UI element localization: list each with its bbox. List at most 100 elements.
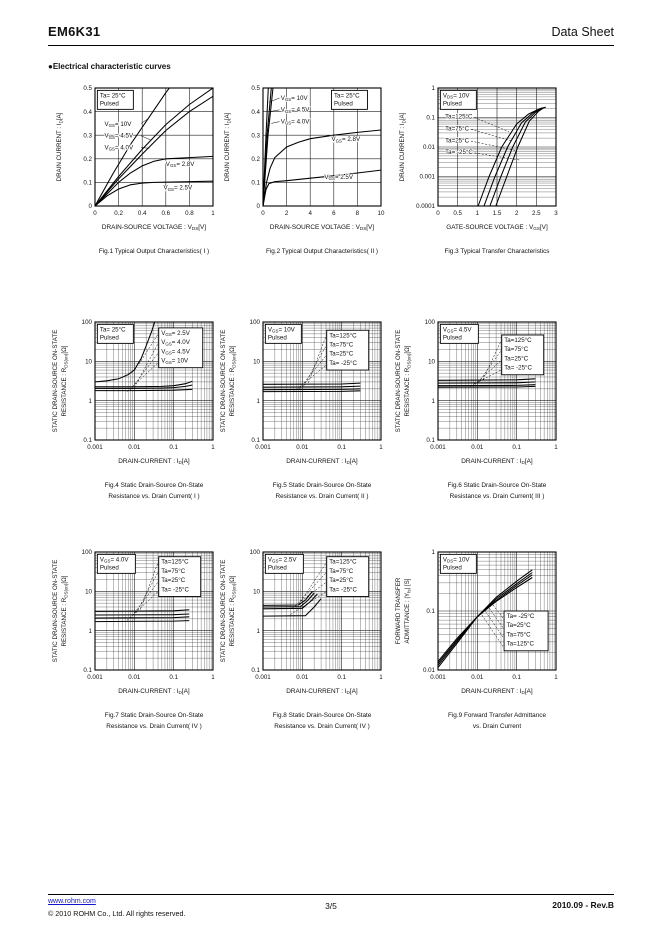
- svg-text:Ta=75°C: Ta=75°C: [329, 568, 354, 575]
- svg-text:Pulsed: Pulsed: [443, 564, 462, 571]
- svg-text:0.2: 0.2: [251, 156, 260, 163]
- svg-text:VGS= 4.0V: VGS= 4.0V: [161, 339, 191, 346]
- figure-caption: Fig.1 Typical Output Characteristics( I …: [98, 248, 210, 255]
- svg-text:Ta=75°C: Ta=75°C: [507, 631, 532, 638]
- svg-text:10: 10: [85, 589, 92, 596]
- svg-text:0.3: 0.3: [251, 132, 260, 139]
- svg-text:10: 10: [428, 359, 435, 366]
- svg-text:0.01: 0.01: [423, 667, 436, 674]
- chart-canvas-fig2: 0 2 4 6 8 10 0 0.1 0.2 0.3 0.4 0.5 DRAIN CURRENT : I…: [198, 82, 388, 220]
- svg-text:VGS= 4.5V: VGS= 4.5V: [281, 107, 311, 114]
- section-title: ●Electrical characteristic curves: [48, 62, 171, 71]
- svg-text:4: 4: [308, 210, 312, 217]
- chart-canvas-fig6: 0.001 0.01 0.1 1 0.1 1 10 100 STATIC DRAIN-SOURC…: [373, 316, 563, 454]
- svg-text:Ta=25°C: Ta=25°C: [161, 577, 186, 584]
- svg-text:RESISTANCE : RDS(on)[Ω]: RESISTANCE : RDS(on)[Ω]: [61, 345, 68, 416]
- svg-text:Ta=125°C: Ta=125°C: [507, 641, 535, 648]
- svg-text:1: 1: [432, 549, 436, 556]
- svg-text:0.3: 0.3: [83, 132, 92, 139]
- svg-text:10: 10: [253, 359, 260, 366]
- svg-text:Pulsed: Pulsed: [443, 100, 462, 107]
- svg-text:0.1: 0.1: [512, 444, 521, 451]
- svg-text:0.2: 0.2: [83, 156, 92, 163]
- figure-8: 0.001 0.01 0.1 1 0.1 1 10 100 STATIC DRAIN-SOURC…: [198, 546, 388, 736]
- svg-text:2: 2: [285, 210, 289, 217]
- svg-text:0.1: 0.1: [426, 437, 435, 444]
- chart-svg: 0.001 0.01 0.1 1 0.1 1 10 100 STATIC DRAIN-SOURC…: [220, 319, 383, 451]
- svg-text:0.1: 0.1: [426, 608, 435, 615]
- svg-text:FORWARD TRANSFER: FORWARD TRANSFER: [395, 577, 402, 644]
- svg-text:3: 3: [554, 210, 558, 217]
- svg-text:0.1: 0.1: [83, 437, 92, 444]
- copyright-text: © 2010 ROHM Co., Ltd. All rights reserve…: [48, 909, 186, 918]
- part-number: EM6K31: [48, 24, 101, 39]
- svg-text:10: 10: [85, 359, 92, 366]
- svg-text:VGS= 2.8V: VGS= 2.8V: [331, 136, 361, 143]
- svg-text:Ta=125°C: Ta=125°C: [504, 337, 532, 344]
- svg-text:0.001: 0.001: [255, 444, 271, 451]
- svg-text:0.5: 0.5: [251, 85, 260, 92]
- figure-caption: Fig.2 Typical Output Characteristics( II…: [265, 248, 379, 255]
- svg-text:Pulsed: Pulsed: [334, 100, 353, 107]
- svg-text:0.1: 0.1: [426, 115, 435, 122]
- x-axis-label: DRAIN-CURRENT : ID[A]: [461, 458, 533, 465]
- svg-text:VGS= 4.0V: VGS= 4.0V: [104, 144, 134, 151]
- figure-9: 0.001 0.01 0.1 1 0.01 0.1 1 FORWARD TRANSFER ADM…: [373, 546, 563, 736]
- x-axis-label: DRAIN-CURRENT : ID[A]: [286, 458, 358, 465]
- chart-canvas-fig8: 0.001 0.01 0.1 1 0.1 1 10 100 STATIC DRAIN-SOURC…: [198, 546, 388, 684]
- x-axis-label: DRAIN-CURRENT : ID[A]: [118, 688, 190, 695]
- svg-text:0.1: 0.1: [83, 180, 92, 187]
- figure-caption: Fig.4 Static Drain-Source On-State Resis…: [104, 482, 204, 500]
- svg-text:VGS= 4.0V: VGS= 4.0V: [281, 118, 311, 125]
- svg-text:Ta=125°C: Ta=125°C: [329, 559, 357, 566]
- chart-canvas-fig3: 0 0.5 1 1.5 2 2.5 3 0.0001 0.001 0.01 0.1 1 DRAIN CU…: [373, 82, 563, 220]
- chart-canvas-fig4: 0.001 0.01 0.1 1 0.1 1 10 100 STATIC DRAIN-SOURC…: [30, 316, 220, 454]
- svg-text:RESISTANCE : RDS(on)[Ω]: RESISTANCE : RDS(on)[Ω]: [229, 575, 236, 646]
- svg-text:Ta= 25°C: Ta= 25°C: [334, 92, 360, 99]
- chart-canvas-fig9: 0.001 0.01 0.1 1 0.01 0.1 1 FORWARD TRANSFER ADM…: [373, 546, 563, 684]
- svg-text:Ta= -25°C: Ta= -25°C: [329, 360, 357, 367]
- svg-text:Ta=25°C: Ta=25°C: [329, 577, 354, 584]
- svg-text:1: 1: [257, 398, 261, 405]
- svg-text:0.5: 0.5: [83, 85, 92, 92]
- svg-text:Ta=75°C: Ta=75°C: [445, 125, 470, 132]
- chart-svg: 0.001 0.01 0.1 1 0.1 1 10 100 STATIC DRAIN-SOURC…: [395, 319, 558, 451]
- svg-text:0.1: 0.1: [337, 444, 346, 451]
- svg-text:Ta= -25°C: Ta= -25°C: [161, 586, 189, 593]
- svg-text:VGS= 10V: VGS= 10V: [268, 326, 296, 333]
- svg-text:RESISTANCE : RDS(on)[Ω]: RESISTANCE : RDS(on)[Ω]: [61, 575, 68, 646]
- page-number: 3/5: [325, 901, 337, 911]
- svg-text:1.5: 1.5: [493, 210, 502, 217]
- svg-text:Ta= -25°C: Ta= -25°C: [504, 365, 532, 372]
- svg-text:1: 1: [432, 85, 436, 92]
- svg-text:RESISTANCE : RDS(on)[Ω]: RESISTANCE : RDS(on)[Ω]: [229, 345, 236, 416]
- svg-text:ADMITTANCE : |Yfs| [S]: ADMITTANCE : |Yfs| [S]: [404, 578, 411, 643]
- svg-text:1: 1: [379, 444, 383, 451]
- figure-6: 0.001 0.01 0.1 1 0.1 1 10 100 STATIC DRAIN-SOURC…: [373, 316, 563, 506]
- svg-text:0.01: 0.01: [471, 444, 484, 451]
- svg-text:0.1: 0.1: [83, 667, 92, 674]
- x-axis-label: DRAIN-CURRENT : ID[A]: [286, 688, 358, 695]
- svg-text:Pulsed: Pulsed: [100, 100, 119, 107]
- svg-text:0.01: 0.01: [128, 444, 141, 451]
- svg-text:VGS= 10V: VGS= 10V: [161, 358, 189, 365]
- svg-text:Ta=25°C: Ta=25°C: [329, 351, 354, 358]
- svg-text:Ta= -25°C: Ta= -25°C: [329, 586, 357, 593]
- svg-text:Ta= 25°C: Ta= 25°C: [100, 92, 126, 99]
- rohm-website-link[interactable]: www.rohm.com: [48, 898, 96, 905]
- svg-text:0.001: 0.001: [430, 444, 446, 451]
- svg-text:0.5: 0.5: [453, 210, 462, 217]
- svg-text:0.1: 0.1: [251, 180, 260, 187]
- svg-text:0.4: 0.4: [251, 109, 260, 116]
- svg-text:STATIC DRAIN-SOURCE ON-STATE: STATIC DRAIN-SOURCE ON-STATE: [220, 560, 227, 663]
- svg-text:10: 10: [253, 589, 260, 596]
- x-axis-label: DRAIN-SOURCE VOLTAGE : VDS[V]: [269, 224, 375, 231]
- svg-text:Ta= -25°C: Ta= -25°C: [507, 613, 535, 620]
- svg-text:1: 1: [257, 628, 261, 635]
- svg-text:Ta=25°C: Ta=25°C: [445, 137, 470, 144]
- svg-text:VGS= 4.5V: VGS= 4.5V: [443, 326, 473, 333]
- svg-text:DRAIN CURRENT : ID[A]: DRAIN CURRENT : ID[A]: [56, 112, 63, 181]
- svg-text:Ta=125°C: Ta=125°C: [329, 332, 357, 339]
